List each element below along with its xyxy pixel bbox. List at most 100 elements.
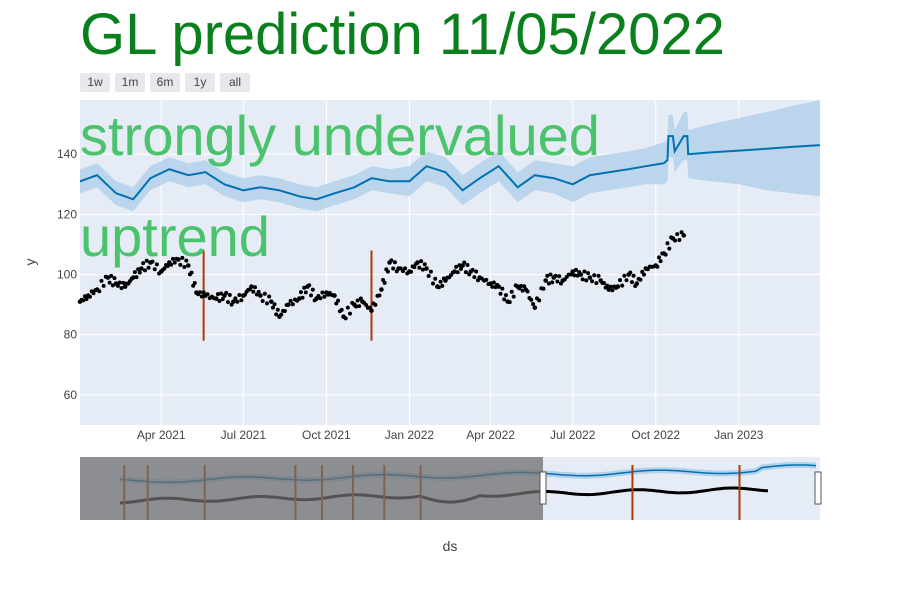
data-point[interactable] xyxy=(310,287,315,292)
data-point[interactable] xyxy=(457,263,462,268)
data-point[interactable] xyxy=(608,284,613,289)
data-point[interactable] xyxy=(470,267,475,272)
data-point[interactable] xyxy=(334,301,339,306)
data-point[interactable] xyxy=(428,269,433,274)
data-point[interactable] xyxy=(628,270,633,275)
data-point[interactable] xyxy=(433,276,438,281)
data-point[interactable] xyxy=(663,252,668,257)
data-point[interactable] xyxy=(134,275,139,280)
data-point[interactable] xyxy=(298,290,303,295)
data-point[interactable] xyxy=(182,264,187,269)
data-point[interactable] xyxy=(307,283,312,288)
data-point[interactable] xyxy=(582,269,587,274)
data-point[interactable] xyxy=(587,275,593,280)
data-point[interactable] xyxy=(353,304,358,309)
data-point[interactable] xyxy=(117,280,122,285)
data-point[interactable] xyxy=(550,280,555,285)
data-point[interactable] xyxy=(436,285,441,290)
data-point[interactable] xyxy=(541,286,546,291)
data-point[interactable] xyxy=(144,258,149,263)
data-point[interactable] xyxy=(667,246,672,251)
data-point[interactable] xyxy=(677,238,682,243)
data-point[interactable] xyxy=(142,268,147,273)
data-point[interactable] xyxy=(253,285,258,290)
data-point[interactable] xyxy=(463,270,468,275)
data-point[interactable] xyxy=(594,281,599,286)
data-point[interactable] xyxy=(409,269,414,274)
data-point[interactable] xyxy=(219,291,224,296)
data-point[interactable] xyxy=(332,293,337,298)
data-point[interactable] xyxy=(500,286,505,291)
data-point[interactable] xyxy=(201,290,206,295)
data-point[interactable] xyxy=(115,283,120,288)
data-point[interactable] xyxy=(217,299,222,304)
data-point[interactable] xyxy=(110,283,115,288)
data-point[interactable] xyxy=(601,281,606,286)
data-point[interactable] xyxy=(343,316,348,321)
data-point[interactable] xyxy=(382,280,387,285)
data-point[interactable] xyxy=(529,297,534,302)
data-point[interactable] xyxy=(426,274,431,279)
data-point[interactable] xyxy=(256,289,261,294)
data-point[interactable] xyxy=(290,302,295,307)
data-point[interactable] xyxy=(91,291,96,296)
data-point[interactable] xyxy=(618,278,623,283)
data-point[interactable] xyxy=(586,271,591,276)
data-point[interactable] xyxy=(462,260,467,265)
data-point[interactable] xyxy=(260,299,265,304)
data-point[interactable] xyxy=(107,280,112,285)
data-point[interactable] xyxy=(392,260,397,265)
data-point[interactable] xyxy=(415,260,420,265)
data-point[interactable] xyxy=(220,297,225,302)
data-point[interactable] xyxy=(491,280,496,285)
data-point[interactable] xyxy=(224,290,229,295)
data-point[interactable] xyxy=(638,277,643,282)
data-point[interactable] xyxy=(385,269,390,274)
data-point[interactable] xyxy=(235,299,240,304)
data-point[interactable] xyxy=(258,293,263,298)
data-point[interactable] xyxy=(152,267,157,272)
data-point[interactable] xyxy=(596,273,601,278)
data-point[interactable] xyxy=(101,283,106,288)
data-point[interactable] xyxy=(417,265,422,270)
data-point[interactable] xyxy=(348,311,353,316)
data-point[interactable] xyxy=(545,273,550,278)
data-point[interactable] xyxy=(465,262,470,267)
data-point[interactable] xyxy=(345,305,350,310)
data-point[interactable] xyxy=(474,269,479,274)
data-point[interactable] xyxy=(419,259,424,264)
data-point[interactable] xyxy=(286,302,291,307)
range-button-1w[interactable]: 1w xyxy=(80,73,110,92)
data-point[interactable] xyxy=(422,262,427,267)
data-point[interactable] xyxy=(679,230,684,235)
range-button-all[interactable]: all xyxy=(220,73,250,92)
data-point[interactable] xyxy=(198,290,203,295)
data-point[interactable] xyxy=(548,272,553,277)
data-point[interactable] xyxy=(665,241,670,246)
data-point[interactable] xyxy=(270,305,275,310)
data-point[interactable] xyxy=(580,277,585,282)
data-point[interactable] xyxy=(180,255,185,260)
data-point[interactable] xyxy=(205,292,210,297)
data-point[interactable] xyxy=(675,232,680,237)
range-slider[interactable] xyxy=(80,457,822,520)
data-point[interactable] xyxy=(455,270,460,275)
data-point[interactable] xyxy=(267,294,272,299)
data-point[interactable] xyxy=(502,297,507,302)
data-point[interactable] xyxy=(525,289,530,294)
data-point[interactable] xyxy=(373,302,378,307)
data-point[interactable] xyxy=(472,275,477,280)
data-point[interactable] xyxy=(673,238,678,243)
data-point[interactable] xyxy=(531,302,536,307)
data-point[interactable] xyxy=(522,284,527,289)
data-point[interactable] xyxy=(369,308,374,313)
data-point[interactable] xyxy=(237,292,242,297)
data-point[interactable] xyxy=(364,303,369,308)
data-point[interactable] xyxy=(288,298,293,303)
data-point[interactable] xyxy=(264,301,269,306)
data-point[interactable] xyxy=(381,277,386,282)
data-point[interactable] xyxy=(300,295,305,300)
data-point[interactable] xyxy=(605,283,610,288)
data-point[interactable] xyxy=(112,276,117,281)
data-point[interactable] xyxy=(657,255,662,260)
